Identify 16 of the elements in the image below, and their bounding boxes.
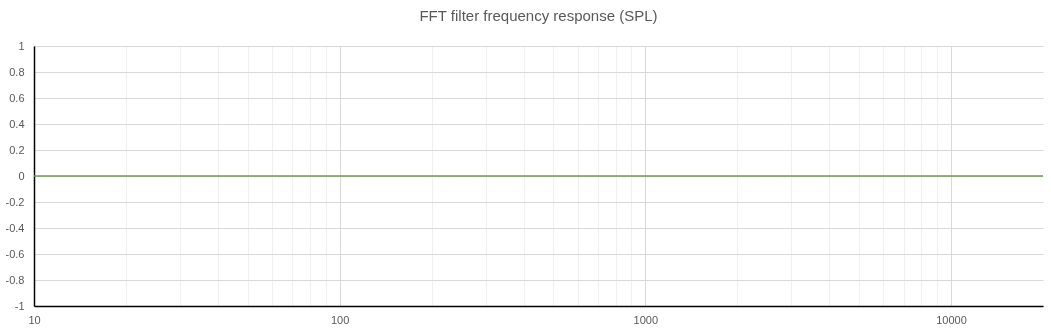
y-tick-label: -1	[14, 299, 25, 312]
chart-title: FFT filter frequency response (SPL)	[419, 7, 658, 24]
x-tick-label: 10000	[936, 313, 967, 326]
y-tick-label: -0.4	[5, 221, 25, 234]
y-tick-label: -0.8	[5, 273, 25, 286]
y-tick-label: 0	[18, 169, 25, 182]
x-tick-label: 100	[330, 313, 350, 326]
x-tick-label: 10	[28, 313, 41, 326]
y-tick-label: 0.4	[9, 117, 25, 130]
y-tick-label: 0.2	[9, 143, 25, 156]
x-tick-label: 1000	[633, 313, 659, 326]
y-tick-label: 1	[18, 39, 25, 52]
y-tick-label: 0.8	[9, 65, 25, 78]
y-tick-label: 0.6	[9, 91, 25, 104]
y-tick-label: -0.2	[5, 195, 25, 208]
y-tick-label: -0.6	[5, 247, 25, 260]
